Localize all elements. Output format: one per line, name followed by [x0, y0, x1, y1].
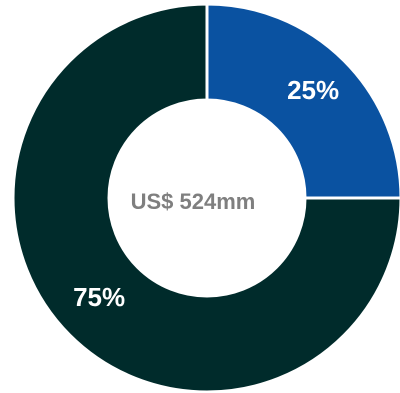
slice-label-75: 75%	[73, 282, 125, 312]
labels-layer: 25% 75%	[73, 75, 339, 312]
donut-slice-75	[11, 2, 400, 393]
slice-label-25: 25%	[287, 75, 339, 105]
center-total-label: US$ 524mm	[131, 189, 256, 214]
slices-layer	[11, 2, 400, 393]
